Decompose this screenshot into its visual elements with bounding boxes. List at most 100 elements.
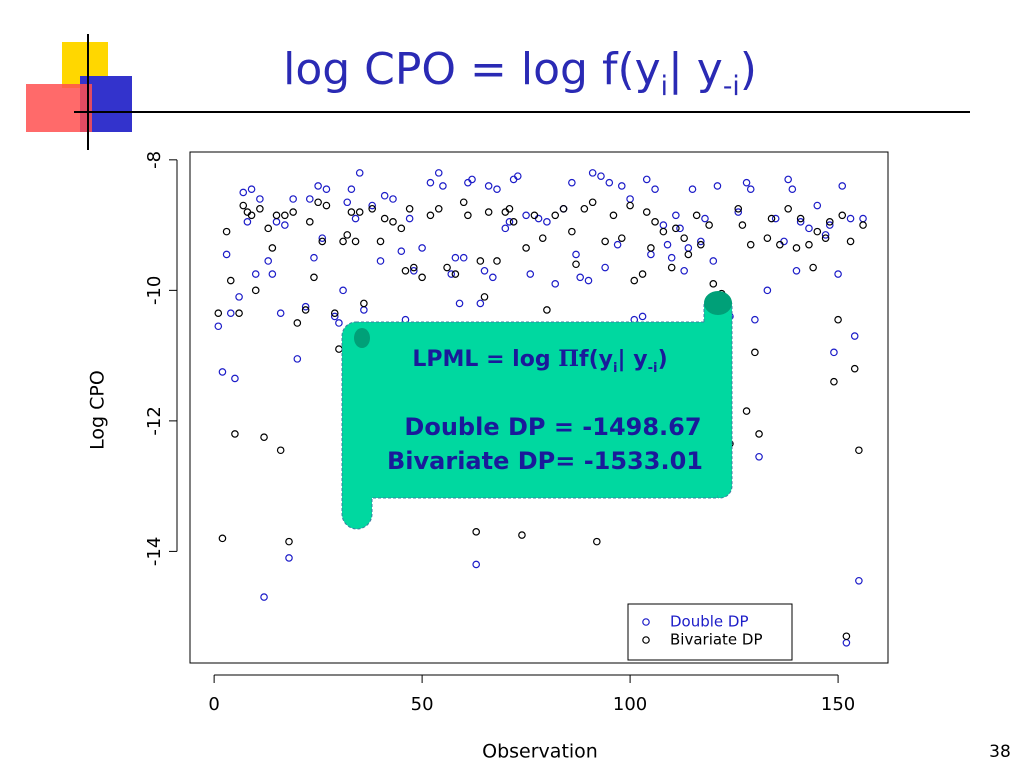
point: [397, 224, 406, 233]
point: [285, 554, 293, 562]
plot-frame: [189, 151, 889, 664]
point: [684, 250, 693, 259]
point: [638, 312, 647, 321]
point: [751, 315, 759, 324]
point: [580, 204, 589, 213]
point: [339, 237, 347, 246]
point: [459, 253, 468, 262]
point: [455, 299, 464, 308]
point: [746, 240, 755, 249]
point: [464, 211, 472, 220]
point: [834, 270, 842, 278]
point: [659, 221, 668, 229]
point: [214, 309, 223, 317]
point: [597, 172, 605, 180]
point: [305, 195, 314, 203]
point: [705, 221, 713, 229]
point: [825, 218, 834, 226]
text-part: i: [613, 361, 618, 376]
point: [247, 185, 256, 193]
point: [651, 218, 659, 226]
point: [343, 198, 352, 207]
point: [380, 191, 389, 200]
point: [792, 266, 801, 275]
legend-label: Double DP: [670, 613, 749, 631]
point: [509, 218, 518, 226]
point: [763, 234, 772, 242]
callout-line: Double DP = -1498.67: [404, 413, 701, 441]
point: [409, 263, 418, 272]
point: [360, 306, 368, 314]
point: [788, 185, 797, 193]
point: [264, 224, 273, 233]
point: [505, 204, 514, 213]
point: [268, 270, 277, 278]
point: [355, 169, 364, 177]
point: [734, 208, 743, 216]
point: [530, 211, 539, 220]
point: [746, 185, 755, 193]
point: [276, 309, 285, 317]
point: [281, 211, 289, 220]
point: [813, 227, 822, 236]
x-tick-label: 0: [208, 694, 219, 715]
point: [272, 211, 281, 220]
point: [850, 364, 859, 373]
point: [792, 244, 801, 252]
point: [767, 214, 776, 223]
point: [235, 293, 243, 301]
point: [784, 175, 792, 184]
point: [713, 182, 722, 190]
point: [842, 638, 851, 647]
text-part: -i: [648, 361, 658, 376]
point: [434, 169, 443, 177]
y-tick-label: -12: [144, 406, 165, 435]
x-tick-label: 50: [411, 694, 434, 715]
point: [859, 221, 867, 229]
point: [784, 204, 792, 213]
point: [305, 218, 314, 226]
logo-red: [26, 84, 92, 132]
point: [443, 263, 451, 272]
point: [289, 208, 297, 216]
point: [293, 355, 302, 363]
point: [626, 195, 634, 203]
point: [472, 528, 480, 536]
point: [684, 244, 693, 252]
point: [289, 195, 297, 203]
text-part: ): [658, 347, 668, 372]
point: [601, 237, 609, 246]
point: [318, 234, 327, 242]
point: [842, 632, 851, 641]
point: [405, 214, 414, 223]
point: [347, 208, 356, 216]
point: [439, 182, 447, 190]
point: [651, 185, 659, 193]
point: [256, 204, 264, 213]
scroll-curl: [354, 328, 370, 348]
point: [405, 204, 414, 213]
point: [796, 218, 805, 226]
point: [260, 593, 268, 601]
point: [672, 211, 680, 220]
text-part: | y: [618, 347, 648, 372]
point: [830, 377, 838, 386]
point: [667, 263, 676, 272]
point: [568, 227, 576, 236]
point: [218, 368, 227, 376]
text-part: -i: [723, 71, 740, 102]
point: [805, 224, 813, 233]
point: [680, 234, 688, 242]
point: [239, 201, 248, 210]
point: [218, 534, 227, 543]
point: [809, 263, 817, 272]
point: [543, 218, 551, 226]
point: [709, 257, 718, 265]
point: [330, 312, 339, 321]
point: [672, 224, 680, 233]
point: [642, 208, 651, 216]
legend-label: Bivariate DP: [670, 631, 763, 649]
point: [451, 270, 460, 278]
point: [314, 182, 322, 190]
y-tick-label: -10: [144, 276, 165, 305]
